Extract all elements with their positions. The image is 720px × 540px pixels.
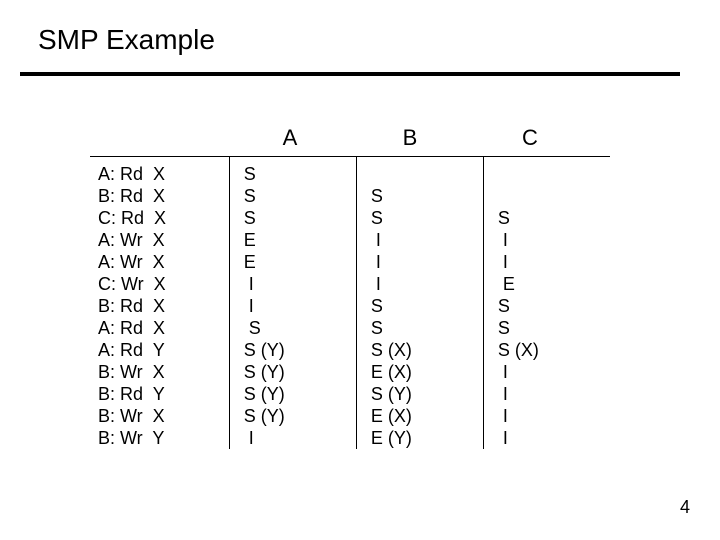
- b-row-4: I: [371, 251, 483, 273]
- a-row-7: S: [244, 317, 356, 339]
- b-row-3: I: [371, 229, 483, 251]
- col-c: S I I ESSS (X) I I I I: [483, 157, 610, 449]
- header-b: B: [350, 125, 470, 151]
- op-row-0: A: Rd X: [98, 163, 229, 185]
- op-row-3: A: Wr X: [98, 229, 229, 251]
- b-row-0: [371, 163, 483, 185]
- b-row-1: S: [371, 185, 483, 207]
- header-a: A: [230, 125, 350, 151]
- a-row-1: S: [244, 185, 356, 207]
- op-row-5: C: Wr X: [98, 273, 229, 295]
- c-row-7: S: [498, 317, 610, 339]
- b-row-8: S (X): [371, 339, 483, 361]
- table-body: A: Rd XB: Rd XC: Rd XA: Wr XA: Wr XC: Wr…: [90, 156, 610, 449]
- a-row-8: S (Y): [244, 339, 356, 361]
- c-row-11: I: [498, 405, 610, 427]
- op-row-4: A: Wr X: [98, 251, 229, 273]
- col-a: SSSEE I I SS (Y)S (Y)S (Y)S (Y) I: [229, 157, 356, 449]
- slide-title: SMP Example: [38, 24, 215, 56]
- a-row-9: S (Y): [244, 361, 356, 383]
- a-row-0: S: [244, 163, 356, 185]
- a-row-12: I: [244, 427, 356, 449]
- c-row-5: E: [498, 273, 610, 295]
- c-row-9: I: [498, 361, 610, 383]
- c-row-6: S: [498, 295, 610, 317]
- col-ops: A: Rd XB: Rd XC: Rd XA: Wr XA: Wr XC: Wr…: [90, 157, 229, 449]
- a-row-5: I: [244, 273, 356, 295]
- c-row-4: I: [498, 251, 610, 273]
- c-row-10: I: [498, 383, 610, 405]
- c-row-12: I: [498, 427, 610, 449]
- b-row-2: S: [371, 207, 483, 229]
- op-row-2: C: Rd X: [98, 207, 229, 229]
- a-row-6: I: [244, 295, 356, 317]
- c-row-8: S (X): [498, 339, 610, 361]
- a-row-2: S: [244, 207, 356, 229]
- op-row-8: A: Rd Y: [98, 339, 229, 361]
- col-b: SS I I ISSS (X)E (X)S (Y)E (X)E (Y): [356, 157, 483, 449]
- a-row-11: S (Y): [244, 405, 356, 427]
- b-row-10: S (Y): [371, 383, 483, 405]
- c-row-3: I: [498, 229, 610, 251]
- b-row-9: E (X): [371, 361, 483, 383]
- b-row-11: E (X): [371, 405, 483, 427]
- a-row-4: E: [244, 251, 356, 273]
- table-header: A B C: [90, 120, 610, 156]
- op-row-9: B: Wr X: [98, 361, 229, 383]
- b-row-7: S: [371, 317, 483, 339]
- a-row-10: S (Y): [244, 383, 356, 405]
- b-row-6: S: [371, 295, 483, 317]
- page-number: 4: [680, 497, 690, 518]
- c-row-1: [498, 185, 610, 207]
- op-row-6: B: Rd X: [98, 295, 229, 317]
- b-row-5: I: [371, 273, 483, 295]
- c-row-0: [498, 163, 610, 185]
- header-c: C: [470, 125, 590, 151]
- op-row-12: B: Wr Y: [98, 427, 229, 449]
- c-row-2: S: [498, 207, 610, 229]
- b-row-12: E (Y): [371, 427, 483, 449]
- op-row-1: B: Rd X: [98, 185, 229, 207]
- op-row-7: A: Rd X: [98, 317, 229, 339]
- smp-table: A B C A: Rd XB: Rd XC: Rd XA: Wr XA: Wr …: [90, 120, 610, 449]
- op-row-10: B: Rd Y: [98, 383, 229, 405]
- a-row-3: E: [244, 229, 356, 251]
- slide: SMP Example A B C A: Rd XB: Rd XC: Rd XA…: [0, 0, 720, 540]
- op-row-11: B: Wr X: [98, 405, 229, 427]
- title-underline: [20, 72, 680, 76]
